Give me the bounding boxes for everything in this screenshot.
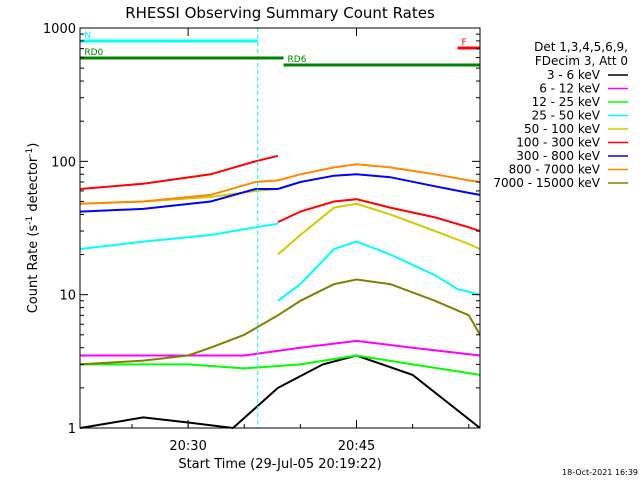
legend-entry-label-6: 300 - 800 keV bbox=[516, 149, 600, 163]
legend-header-1: FDecim 3, Att 0 bbox=[535, 54, 628, 68]
legend-entry-label-3: 25 - 50 keV bbox=[532, 109, 601, 123]
legend-entry-label-5: 100 - 300 keV bbox=[516, 136, 600, 150]
y-axis-label-part: ) bbox=[26, 143, 41, 148]
y-axis-label-part: -1 bbox=[25, 216, 35, 225]
state-label-n: N bbox=[84, 31, 91, 41]
y-axis-label-part: Count Rate (s bbox=[26, 225, 41, 314]
legend-entry-label-4: 50 - 100 keV bbox=[524, 122, 601, 136]
series-line-4-seg-1 bbox=[277, 202, 481, 256]
x-tick-label-1: 20:45 bbox=[338, 439, 375, 454]
series-layer bbox=[80, 154, 481, 430]
series-line-3-seg-1 bbox=[277, 240, 481, 302]
y-tick-label-0: 1 bbox=[68, 422, 76, 437]
series-line-3-seg-0 bbox=[80, 222, 279, 250]
legend-entry-label-2: 12 - 25 keV bbox=[532, 95, 601, 109]
series-line-5-seg-0 bbox=[80, 154, 279, 190]
y-tick-label-3: 1000 bbox=[43, 22, 76, 37]
series-line-6-seg-0 bbox=[80, 173, 481, 213]
legend: Det 1,3,4,5,6,9,FDecim 3, Att 03 - 6 keV… bbox=[493, 40, 628, 190]
state-label-f: F bbox=[462, 38, 467, 48]
chart-title: RHESSI Observing Summary Count Rates bbox=[125, 4, 435, 22]
x-axis-label: Start Time (29-Jul-05 20:19:22) bbox=[178, 457, 381, 472]
series-line-5-seg-1 bbox=[277, 198, 481, 233]
y-tick-label-1: 10 bbox=[59, 289, 76, 304]
series-line-0-seg-0 bbox=[80, 354, 481, 430]
legend-entry-label-0: 3 - 6 keV bbox=[547, 68, 601, 82]
legend-header-0: Det 1,3,4,5,6,9, bbox=[534, 40, 628, 54]
y-axis-label: Count Rate (s-1 detector-1) bbox=[25, 143, 41, 314]
y-tick-label-2: 100 bbox=[51, 155, 76, 170]
generation-timestamp: 18-Oct-2021 16:39 bbox=[562, 468, 638, 477]
legend-entry-label-7: 800 - 7000 keV bbox=[509, 163, 601, 177]
legend-entry-label-1: 6 - 12 keV bbox=[539, 82, 601, 96]
series-line-2-seg-0 bbox=[80, 354, 481, 376]
y-axis-label-part: detector bbox=[26, 156, 41, 216]
x-tick-label-0: 20:30 bbox=[169, 439, 206, 454]
axis-layer: 20:30 20:45 1 10 100 1000 bbox=[43, 22, 480, 454]
legend-entry-label-8: 7000 - 15000 keV bbox=[493, 176, 600, 190]
plot-frame bbox=[79, 27, 481, 429]
series-line-7-seg-0 bbox=[80, 163, 481, 205]
series-line-8-seg-0 bbox=[80, 278, 481, 366]
state-label-rd6: RD6 bbox=[288, 55, 307, 65]
y-axis-label-part: -1 bbox=[25, 148, 35, 157]
annotation-layer: N RD0 RD6 F bbox=[80, 28, 480, 428]
state-label-rd0: RD0 bbox=[84, 48, 103, 58]
